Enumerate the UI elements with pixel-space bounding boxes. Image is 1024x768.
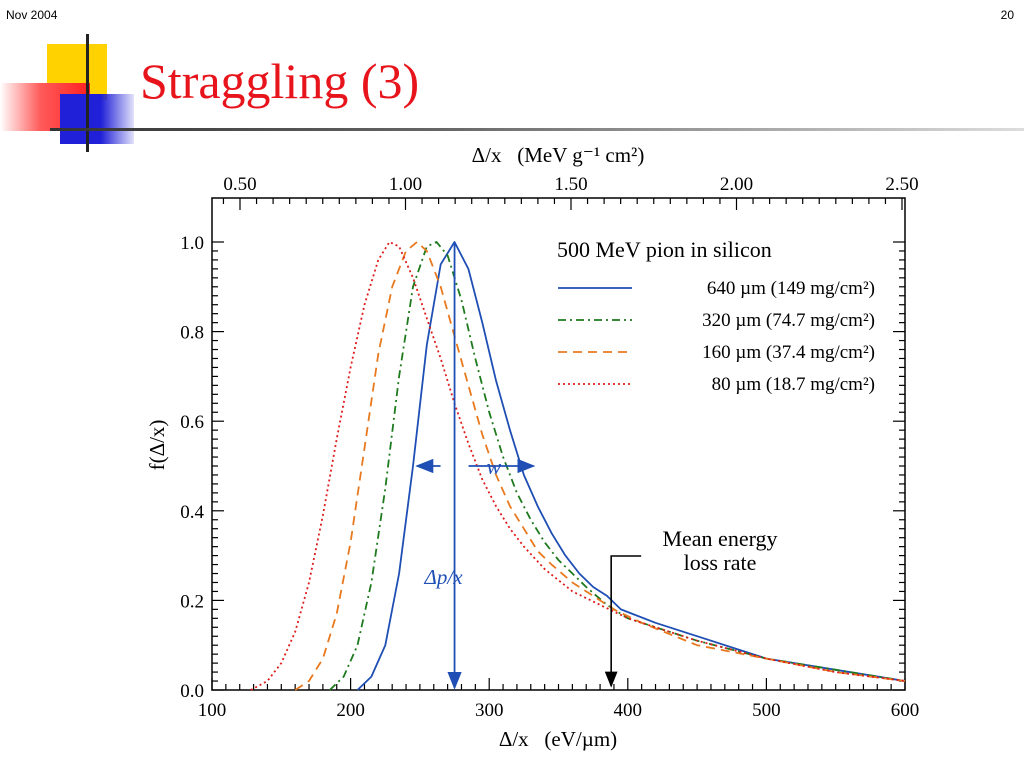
decorative-vertical-line — [86, 34, 89, 152]
legend-label-0: 640 µm (149 mg/cm²) — [707, 278, 875, 299]
top-tick-label: 0.50 — [223, 174, 256, 195]
axis-tick-labels: 100 200 300 400 500 600 0.0 0.2 0.4 0.6 0.8 1.0 0.50… — [180, 174, 919, 721]
top-tick-label: 1.00 — [389, 174, 422, 195]
x-axis-top-label: Δ/x (MeV g⁻¹ cm²) — [472, 143, 645, 167]
series-line-1 — [329, 241, 906, 691]
series-line-2 — [294, 241, 906, 691]
x-axis-label: Δ/x (eV/µm) — [499, 727, 617, 751]
plot-frame — [211, 197, 906, 691]
y-tick-label: 0.4 — [180, 502, 204, 523]
mean-loss-arrow — [604, 555, 642, 688]
mean-label-line1: Mean energy — [662, 526, 777, 551]
y-tick-label: 0.0 — [180, 681, 204, 702]
legend-label-1: 320 µm (74.7 mg/cm²) — [702, 310, 875, 331]
slide-date: Nov 2004 — [6, 8, 58, 22]
y-tick-label: 0.2 — [180, 591, 204, 612]
x-tick-label: 300 — [475, 700, 504, 721]
y-tick-label: 0.6 — [180, 412, 204, 433]
series-line-0 — [356, 241, 906, 691]
y-axis-label: f(Δ/x) — [145, 420, 169, 471]
top-tick-label: 1.50 — [554, 174, 587, 195]
axis-ticks — [211, 198, 906, 691]
slide-title: Straggling (3) — [140, 53, 420, 109]
series-lines — [250, 241, 906, 691]
peak-label: Δp/x — [424, 565, 464, 589]
y-tick-label: 0.8 — [180, 323, 204, 344]
width-label: w — [487, 454, 502, 479]
mean-label-line2: loss rate — [684, 550, 757, 575]
x-tick-label: 200 — [336, 700, 365, 721]
top-tick-label: 2.50 — [885, 174, 918, 195]
y-tick-label: 1.0 — [180, 233, 204, 254]
legend-label-3: 80 µm (18.7 mg/cm²) — [712, 374, 875, 395]
title-underline — [50, 128, 1024, 131]
x-tick-label: 400 — [614, 700, 643, 721]
top-tick-label: 2.00 — [720, 174, 753, 195]
decorative-blue-square — [60, 94, 134, 144]
x-tick-label: 600 — [891, 700, 920, 721]
chart-title: 500 MeV pion in silicon — [557, 237, 772, 262]
x-tick-label: 100 — [198, 700, 227, 721]
legend: 640 µm (149 mg/cm²) 320 µm (74.7 mg/cm²) 1… — [558, 278, 875, 395]
legend-label-2: 160 µm (37.4 mg/cm²) — [702, 342, 875, 363]
x-tick-label: 500 — [752, 700, 781, 721]
slide-page-number: 20 — [1000, 8, 1014, 22]
